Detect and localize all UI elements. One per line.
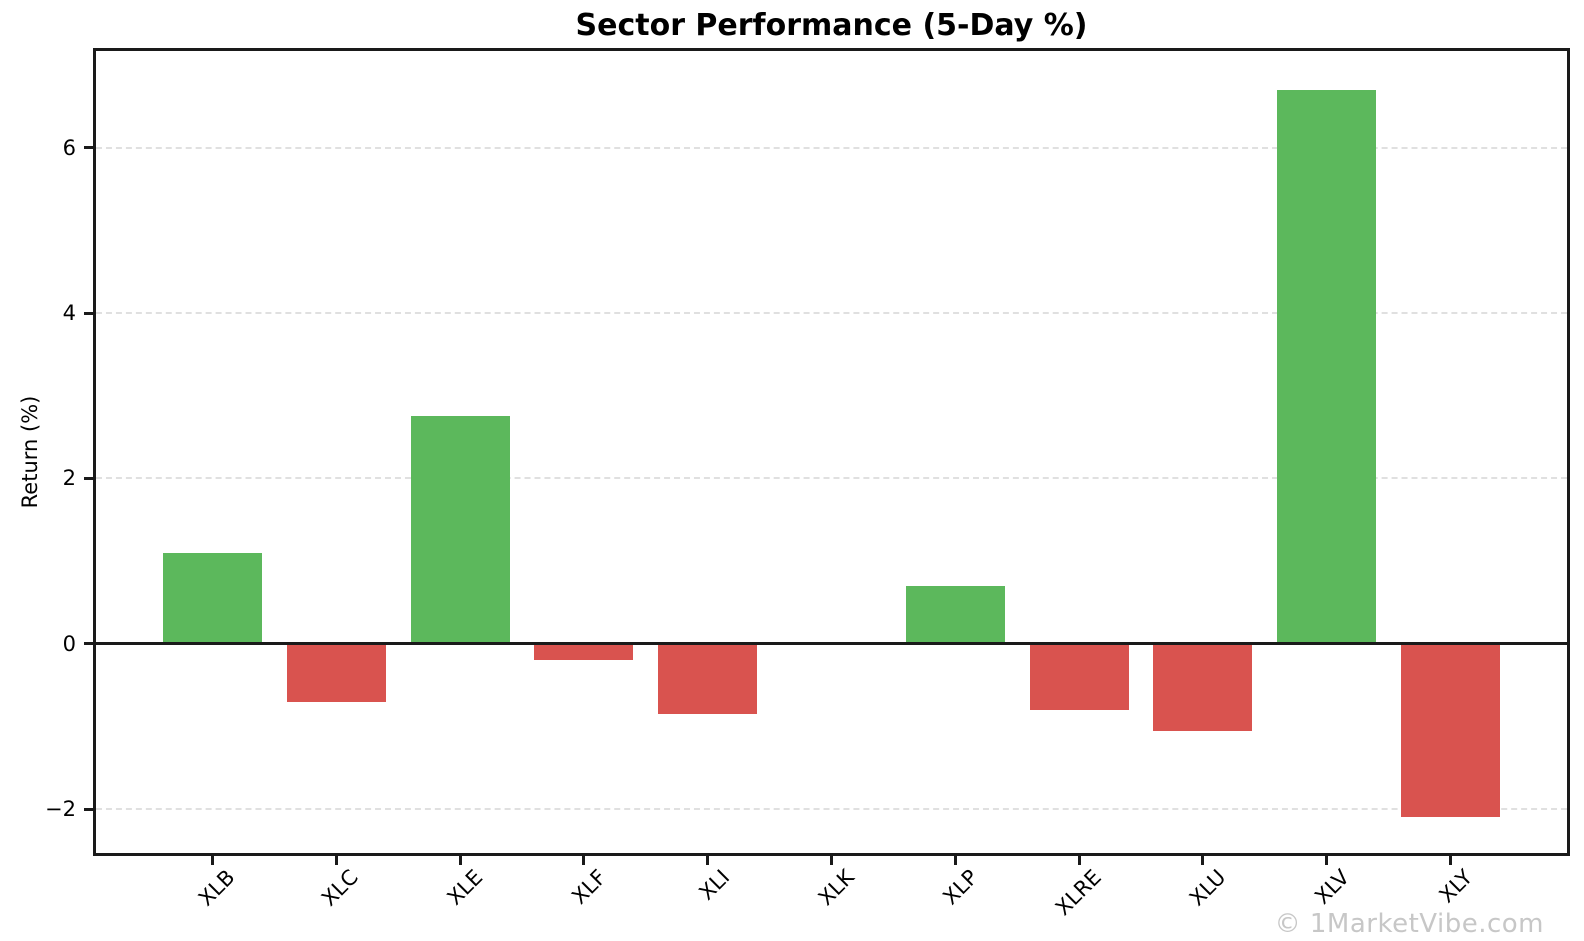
x-tick-label-text: XLC [317,865,364,911]
x-tick-label-text: XLB [193,865,240,911]
y-tick-label: 0 [62,631,76,656]
y-tick-label: −2 [45,797,76,822]
x-tick-label-text: XLE [442,865,488,910]
x-tick [830,856,833,865]
watermark: © 1MarketVibe.com [1274,909,1544,939]
bar-XLV [1277,89,1377,644]
bar-XLI [658,643,758,715]
chart-title: Sector Performance (5-Day %) [575,8,1088,43]
bar-XLY [1401,643,1501,818]
x-tick [210,856,214,865]
x-tick-label-text: XLY [1435,865,1478,908]
x-tick [1325,856,1329,865]
x-tick [706,856,710,865]
y-tick [84,311,93,315]
y-tick [84,642,93,646]
y-axis-label: Return (%) [18,395,42,509]
x-tick-label-text: XLK [813,865,859,911]
x-tick [458,856,462,865]
x-tick-label-text: XLF [566,865,611,909]
x-tick [582,856,586,865]
gridline-y-2 [96,808,1567,811]
bar-XLB [162,552,262,644]
y-tick [84,476,93,480]
gridline-y2 [96,477,1567,480]
plot-area [93,48,1570,856]
x-tick-label-text: XLRE [1050,865,1107,921]
x-tick [1077,856,1081,865]
gridline-y4 [96,312,1567,315]
y-tick-label: 4 [62,301,76,326]
gridline-y6 [96,146,1567,149]
x-tick-label-text: XLI [694,865,735,905]
bar-XLE [410,416,510,644]
bar-XLF [534,643,634,661]
y-tick-label: 2 [62,466,76,491]
x-tick-label-text: XLU [1184,865,1230,911]
x-tick [953,856,957,865]
x-tick [1201,856,1205,865]
x-tick-label-text: XLP [937,865,983,910]
bar-XLP [905,585,1005,644]
y-tick [84,807,93,811]
y-tick-label: 6 [62,135,76,160]
y-tick [84,146,93,150]
x-tick [1449,856,1453,865]
x-tick-label-text: XLV [1309,865,1354,909]
x-tick [334,856,338,865]
bar-XLU [1153,643,1253,731]
bar-XLRE [1029,643,1129,710]
bar-XLC [286,643,386,702]
zero-line [96,642,1567,646]
